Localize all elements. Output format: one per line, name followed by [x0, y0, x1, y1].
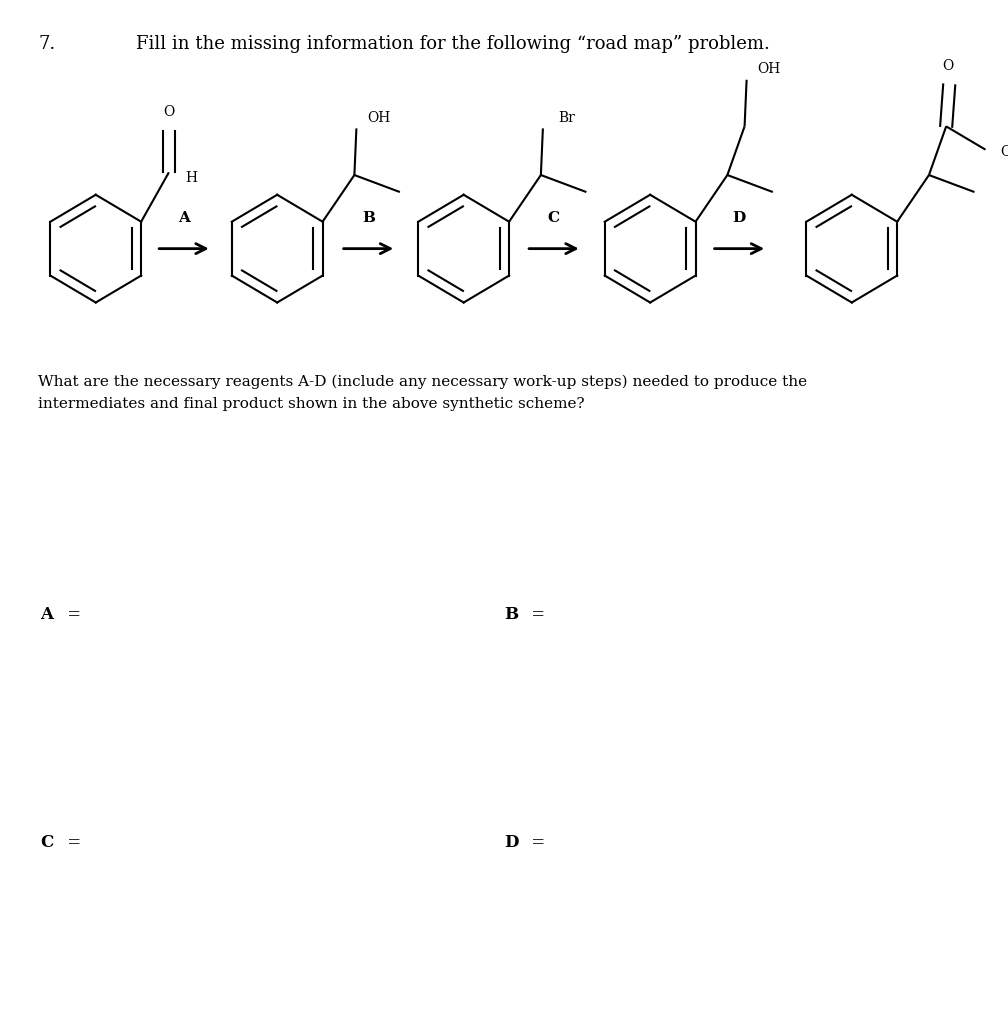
Text: 7.: 7.: [38, 35, 55, 53]
Text: =: =: [62, 834, 82, 851]
Text: OH: OH: [367, 111, 390, 125]
Text: Br: Br: [558, 111, 576, 125]
Text: What are the necessary reagents A-D (include any necessary work-up steps) needed: What are the necessary reagents A-D (inc…: [38, 375, 807, 411]
Text: O: O: [942, 59, 954, 74]
Text: D: D: [733, 210, 746, 225]
Text: D: D: [504, 834, 518, 851]
Text: =: =: [62, 606, 82, 623]
Text: C: C: [547, 210, 560, 225]
Text: B: B: [504, 606, 518, 623]
Text: O: O: [163, 106, 174, 119]
Text: A: A: [178, 210, 190, 225]
Text: OH: OH: [757, 62, 780, 77]
Text: H: H: [185, 171, 197, 184]
Text: C: C: [40, 834, 53, 851]
Text: B: B: [362, 210, 375, 225]
Text: =: =: [526, 834, 545, 851]
Text: Fill in the missing information for the following “road map” problem.: Fill in the missing information for the …: [136, 35, 770, 53]
Text: OH: OH: [1000, 145, 1008, 159]
Text: =: =: [526, 606, 545, 623]
Text: A: A: [40, 606, 53, 623]
